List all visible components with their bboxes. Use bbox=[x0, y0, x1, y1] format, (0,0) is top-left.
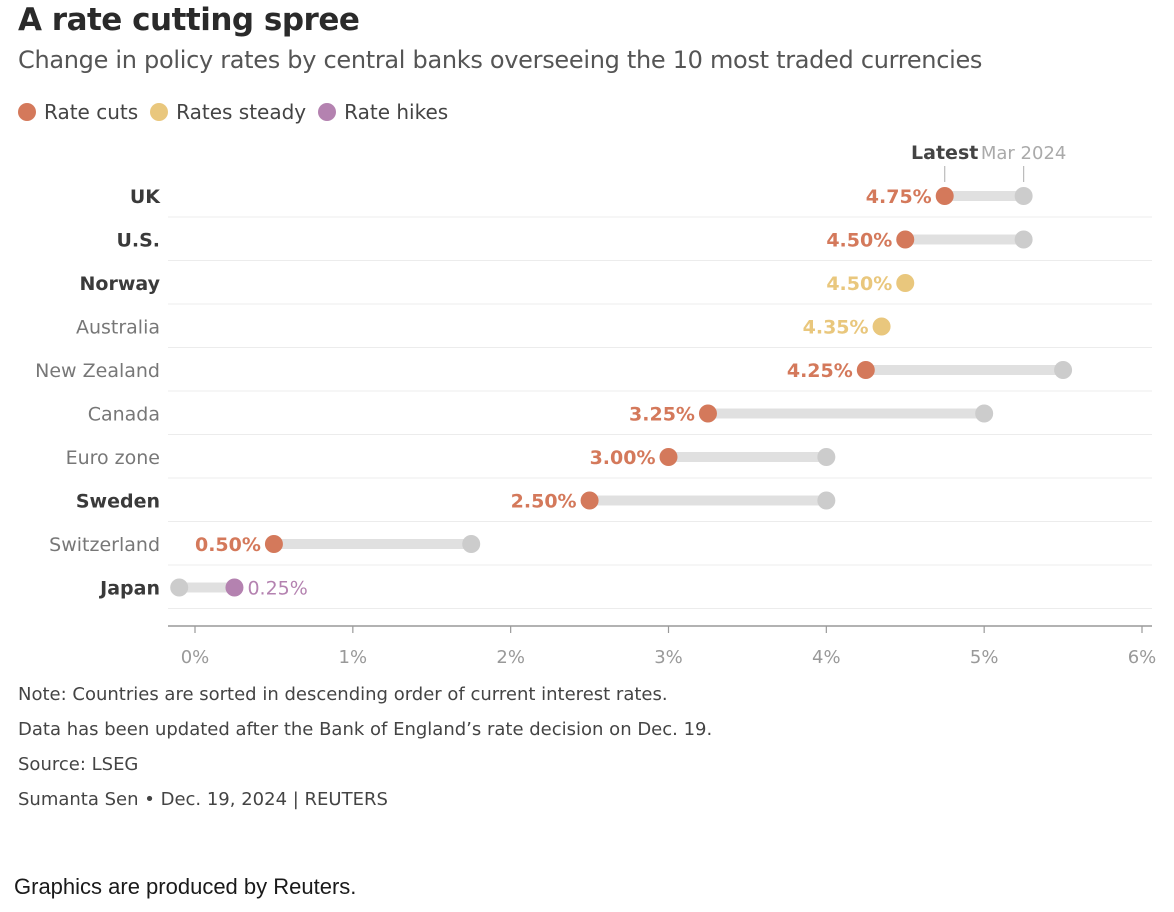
dot-previous-canada bbox=[975, 404, 994, 423]
dot-previous-new-zealand bbox=[1054, 361, 1073, 379]
chart-notes: Note: Countries are sorted in descending… bbox=[18, 682, 712, 822]
chart-subtitle: Change in policy rates by central banks … bbox=[18, 46, 983, 74]
x-tick-label-4: 4% bbox=[812, 647, 841, 668]
legend-item-rates-steady: Rates steady bbox=[150, 100, 306, 124]
value-label-euro-zone: 3.00% bbox=[590, 447, 656, 469]
dot-latest-norway bbox=[896, 274, 915, 292]
legend-dot-rate-cuts bbox=[18, 103, 36, 121]
country-label-australia: Australia bbox=[76, 317, 160, 339]
value-label-switzerland: 0.50% bbox=[195, 534, 261, 556]
legend-label-rate-cuts: Rate cuts bbox=[44, 100, 139, 124]
dot-previous-u-s bbox=[1014, 230, 1033, 249]
value-label-uk: 4.75% bbox=[866, 186, 932, 208]
value-label-sweden: 2.50% bbox=[511, 491, 577, 513]
dot-latest-canada bbox=[698, 404, 717, 423]
dot-latest-new-zealand bbox=[856, 361, 875, 379]
dot-latest-sweden bbox=[580, 491, 599, 510]
dot-latest-australia bbox=[872, 317, 891, 336]
x-tick-label-2: 2% bbox=[496, 647, 525, 668]
country-label-euro-zone: Euro zone bbox=[66, 447, 160, 469]
note-sort-order: Note: Countries are sorted in descending… bbox=[18, 684, 668, 705]
value-label-u-s: 4.50% bbox=[826, 230, 892, 252]
value-label-canada: 3.25% bbox=[629, 404, 695, 426]
legend-dot-rates-steady bbox=[150, 103, 169, 121]
dumbbell-chart: Latest Mar 2024 UK 4.75% U.S. 4.50% Norway 4.50… bbox=[35, 142, 1157, 668]
footer-credit: Graphics are produced by Reuters. bbox=[14, 874, 357, 899]
legend-label-rate-hikes: Rate hikes bbox=[344, 100, 449, 124]
dot-previous-japan bbox=[170, 578, 189, 597]
note-update: Data has been updated after the Bank of … bbox=[18, 719, 713, 740]
dot-previous-euro-zone bbox=[817, 448, 836, 466]
dot-latest-euro-zone bbox=[659, 448, 678, 466]
note-source: Source: LSEG bbox=[18, 754, 139, 775]
country-label-norway: Norway bbox=[80, 273, 161, 295]
value-label-australia: 4.35% bbox=[803, 317, 869, 339]
country-label-new-zealand: New Zealand bbox=[35, 360, 160, 382]
dot-previous-switzerland bbox=[462, 535, 481, 553]
dot-latest-uk bbox=[935, 187, 954, 205]
country-label-japan: Japan bbox=[98, 578, 160, 600]
country-label-sweden: Sweden bbox=[76, 491, 160, 513]
dot-latest-japan bbox=[225, 578, 244, 597]
country-label-canada: Canada bbox=[88, 404, 160, 426]
dot-previous-sweden bbox=[817, 491, 836, 510]
value-label-norway: 4.50% bbox=[826, 273, 892, 295]
legend-item-rate-hikes: Rate hikes bbox=[318, 100, 448, 124]
country-label-switzerland: Switzerland bbox=[49, 534, 160, 556]
dot-latest-switzerland bbox=[264, 535, 283, 553]
x-tick-label-0: 0% bbox=[181, 647, 210, 668]
note-byline: Sumanta Sen • Dec. 19, 2024 | REUTERS bbox=[18, 789, 388, 810]
chart-title: A rate cutting spree bbox=[18, 2, 360, 38]
x-tick-label-3: 3% bbox=[654, 647, 683, 668]
legend-label-rates-steady: Rates steady bbox=[176, 100, 307, 124]
legend-dot-rate-hikes bbox=[318, 103, 337, 121]
value-label-japan: 0.25% bbox=[247, 578, 307, 600]
country-label-u-s: U.S. bbox=[116, 230, 160, 252]
x-tick-label-5: 5% bbox=[970, 647, 999, 668]
header-previous: Mar 2024 bbox=[981, 143, 1067, 164]
x-tick-label-6: 6% bbox=[1128, 647, 1157, 668]
value-label-new-zealand: 4.25% bbox=[787, 360, 853, 382]
legend-item-rate-cuts: Rate cuts bbox=[18, 100, 138, 124]
header-latest: Latest bbox=[911, 142, 978, 164]
legend: Rate cuts Rates steady Rate hikes bbox=[18, 100, 460, 124]
x-tick-label-1: 1% bbox=[339, 647, 368, 668]
dot-previous-uk bbox=[1014, 187, 1033, 205]
country-label-uk: UK bbox=[130, 186, 161, 208]
dot-latest-u-s bbox=[896, 230, 915, 249]
